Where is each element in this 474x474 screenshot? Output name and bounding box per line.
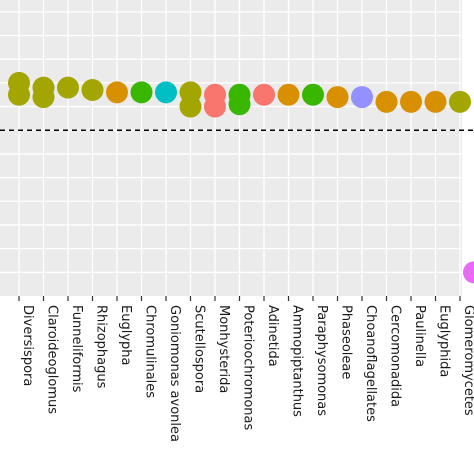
data-point: [277, 83, 300, 106]
x-tick-label: Rhizophagus: [94, 305, 109, 389]
data-point: [463, 261, 474, 284]
data-point: [228, 93, 251, 116]
data-point: [179, 95, 202, 118]
data-point: [449, 90, 471, 113]
x-tick-label: Ammopiptanthus: [290, 305, 305, 417]
x-tick-label: Euglyphida: [437, 305, 452, 377]
data-point: [130, 81, 153, 104]
data-point: [375, 90, 398, 113]
data-point: [424, 90, 447, 113]
x-tick-label: Claroideoglomus: [45, 305, 60, 414]
data-point: [106, 81, 128, 104]
x-tick-label: Funneliformis: [69, 305, 84, 393]
data-point: [351, 86, 373, 109]
x-tick-label: Poterioochromonas: [241, 305, 256, 431]
data-point: [326, 86, 349, 109]
x-tick-label: Adinetida: [265, 305, 280, 367]
data-point: [302, 83, 324, 106]
x-tick-label: Cercomonadida: [388, 305, 403, 407]
data-point: [400, 90, 422, 113]
x-tick-label: Diversispora: [20, 305, 35, 386]
data-point: [81, 78, 104, 101]
data-point: [57, 76, 79, 99]
x-tick-label: Scutellospora: [192, 305, 207, 393]
x-tick-label: Paraphysomonas: [314, 305, 329, 416]
data-point: [253, 83, 275, 106]
data-point: [204, 95, 226, 118]
data-point: [155, 81, 177, 104]
x-tick-label: Paulinella: [412, 305, 427, 367]
x-tick-label: Chromulinales: [143, 305, 158, 398]
x-tick-label: Glomeromycetes: [461, 305, 474, 416]
x-tick-label: Goniomonas avonlea: [167, 305, 182, 442]
x-tick-label: Monhysterida: [216, 305, 231, 393]
plot-background: [0, 0, 462, 296]
x-tick-label: Euglypha: [118, 305, 133, 365]
data-point: [8, 83, 30, 106]
data-point: [32, 86, 55, 109]
x-tick-label: Phaseoleae: [339, 305, 354, 379]
x-tick-label: Choanoflagellates: [363, 305, 378, 422]
